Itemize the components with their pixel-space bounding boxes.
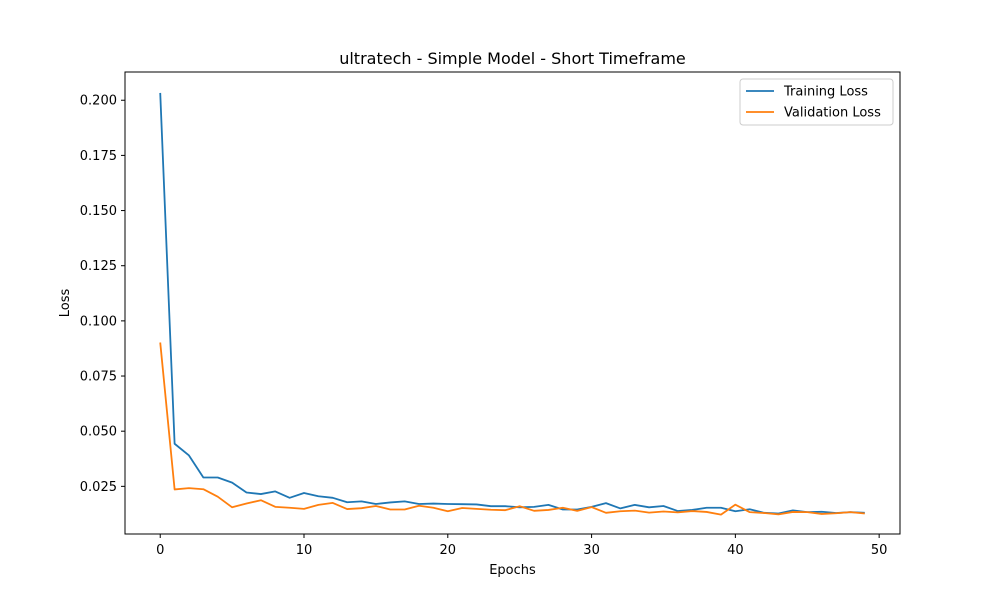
- y-tick-label: 0.075: [80, 370, 117, 385]
- y-axis-label: Loss: [58, 289, 73, 318]
- y-tick-label: 0.025: [80, 480, 117, 495]
- x-axis-label: Epochs: [489, 563, 536, 578]
- series-lines: [159, 92, 865, 516]
- y-tick-label: 0.200: [80, 94, 117, 109]
- y-tick-label: 0.175: [80, 149, 117, 164]
- x-tick-label: 20: [440, 543, 457, 558]
- legend-label-training-loss: Training Loss: [783, 85, 868, 100]
- y-axis-ticks: 0.025 0.050 0.075 0.100 0.125 0.150 0.175 0.200: [80, 94, 125, 495]
- legend-box: [739, 78, 894, 126]
- y-tick-label: 0.050: [80, 425, 117, 440]
- x-tick-label: 10: [296, 543, 313, 558]
- chart-title: ultratech - Simple Model - Short Timefra…: [339, 49, 686, 68]
- plot-area-frame: [124, 71, 901, 535]
- series-line-training-loss: [159, 92, 865, 515]
- legend-label-validation-loss: Validation Loss: [784, 106, 881, 121]
- y-tick-label: 0.150: [80, 204, 117, 219]
- x-axis-ticks: 0 10 20 30 40 50: [156, 534, 887, 558]
- x-tick-label: 50: [871, 543, 888, 558]
- x-tick-label: 40: [727, 543, 744, 558]
- x-tick-label: 0: [156, 543, 164, 558]
- y-tick-label: 0.100: [80, 314, 117, 329]
- legend: Training Loss Validation Loss: [739, 78, 894, 126]
- series-line-validation-loss: [159, 342, 865, 516]
- y-tick-label: 0.125: [80, 259, 117, 274]
- x-tick-label: 30: [583, 543, 600, 558]
